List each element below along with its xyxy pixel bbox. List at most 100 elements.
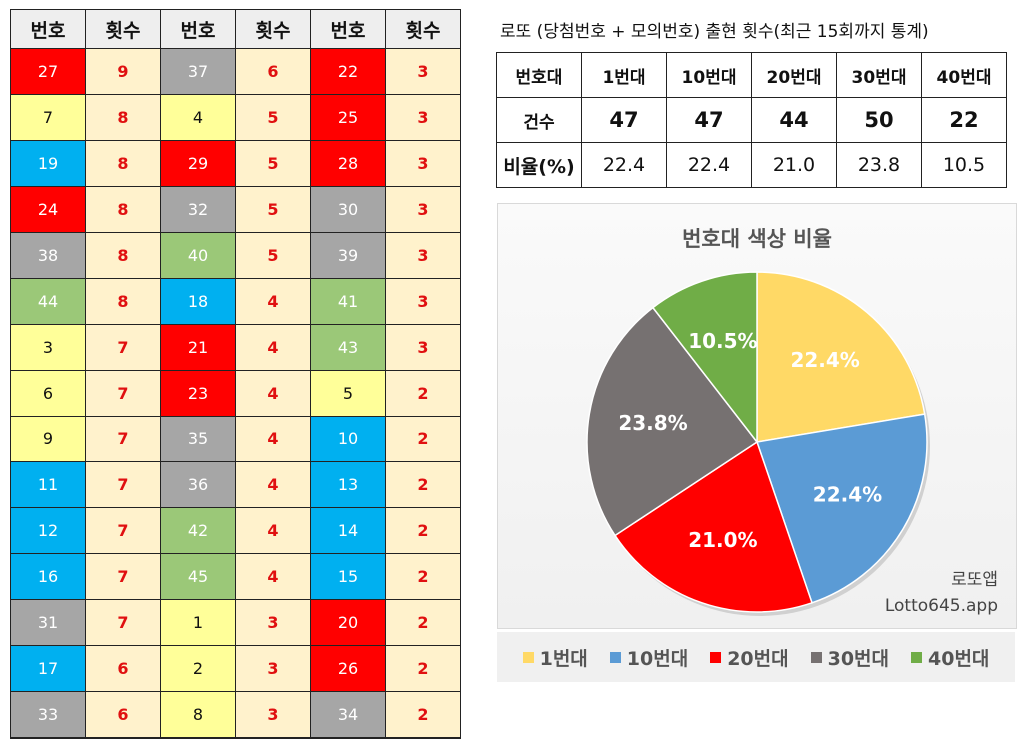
table-row: 3 7 21 4 43 3: [10, 323, 461, 371]
header-number: 번호: [10, 9, 86, 49]
table-row: 17 6 2 3 26 2: [10, 645, 461, 693]
stats-row-header: 비율(%): [496, 142, 582, 188]
count-cell: 3: [385, 48, 461, 95]
count-cell: 3: [385, 139, 461, 187]
legend-item: 30번대: [810, 644, 889, 671]
legend-swatch: [710, 651, 722, 663]
count-cell: 2: [385, 507, 461, 555]
number-cell: 32: [160, 185, 236, 233]
number-cell: 8: [160, 691, 236, 740]
number-cell: 40: [160, 231, 236, 279]
pie-slice: [756, 271, 926, 443]
legend-label: 30번대: [827, 647, 889, 670]
pie-slice-label: 10.5%: [688, 329, 757, 353]
number-cell: 1: [160, 599, 236, 647]
number-cell: 34: [310, 691, 386, 740]
count-cell: 2: [385, 645, 461, 693]
count-cell: 7: [85, 553, 161, 601]
count-cell: 6: [85, 645, 161, 693]
count-cell: 5: [235, 185, 311, 233]
count-cell: 2: [385, 369, 461, 417]
stats-column-header: 30번대: [836, 52, 922, 98]
number-cell: 2: [160, 645, 236, 693]
number-cell: 22: [310, 48, 386, 95]
number-cell: 39: [310, 231, 386, 279]
legend-swatch: [609, 651, 621, 663]
stats-count-cell: 50: [836, 97, 922, 143]
count-cell: 8: [85, 139, 161, 187]
number-cell: 7: [10, 93, 86, 141]
stats-count-cell: 22: [921, 97, 1007, 143]
count-cell: 8: [85, 231, 161, 279]
header-number: 번호: [310, 9, 386, 49]
number-cell: 6: [10, 369, 86, 417]
count-cell: 2: [385, 599, 461, 647]
count-cell: 7: [85, 323, 161, 371]
count-cell: 7: [85, 415, 161, 463]
stats-header-row: 번호대 1번대 10번대 20번대 30번대 40번대: [496, 52, 1007, 98]
number-cell: 9: [10, 415, 86, 463]
stats-row-header: 건수: [496, 97, 582, 143]
stats-column-header: 10번대: [666, 52, 752, 98]
count-cell: 3: [385, 185, 461, 233]
stats-column-header: 40번대: [921, 52, 1007, 98]
legend-item: 40번대: [911, 644, 989, 671]
count-cell: 2: [385, 691, 461, 740]
count-cell: 2: [385, 461, 461, 509]
header-count: 횟수: [385, 9, 461, 49]
pie-slice: [586, 306, 759, 537]
count-cell: 4: [235, 323, 311, 371]
count-cell: 3: [385, 323, 461, 371]
pie-slice-label: 21.0%: [688, 528, 757, 552]
legend-label: 40번대: [928, 647, 990, 670]
number-cell: 10: [310, 415, 386, 463]
number-cell: 20: [310, 599, 386, 647]
number-cell: 30: [310, 185, 386, 233]
count-cell: 3: [385, 93, 461, 141]
count-cell: 8: [85, 93, 161, 141]
count-cell: 5: [235, 93, 311, 141]
table-row: 38 8 40 5 39 3: [10, 231, 461, 279]
stats-title: 로또 (당첨번호 + 모의번호) 출현 횟수(최근 15회까지 통계): [500, 22, 929, 42]
stats-count-cell: 47: [581, 97, 667, 143]
table-header-row: 번호 횟수 번호 횟수 번호 횟수: [10, 9, 461, 49]
number-cell: 17: [10, 645, 86, 693]
number-cell: 33: [10, 691, 86, 740]
number-cell: 3: [10, 323, 86, 371]
number-cell: 37: [160, 48, 236, 95]
stats-count-cell: 47: [666, 97, 752, 143]
count-cell: 2: [385, 553, 461, 601]
number-cell: 45: [160, 553, 236, 601]
table-row: 27 9 37 6 22 3: [10, 48, 461, 95]
watermark-app-name: 로또앱: [951, 570, 998, 590]
pie-chart: 22.4% 22.4% 21.0% 23.8% 10.5%: [586, 271, 930, 616]
table-row: 16 7 45 4 15 2: [10, 553, 461, 601]
table-row: 33 6 8 3 34 2: [10, 691, 461, 740]
count-cell: 7: [85, 507, 161, 555]
stats-count-cell: 44: [751, 97, 837, 143]
number-cell: 31: [10, 599, 86, 647]
count-cell: 5: [235, 231, 311, 279]
legend-swatch: [911, 651, 922, 663]
number-cell: 27: [10, 48, 86, 95]
count-cell: 3: [385, 231, 461, 279]
number-cell: 18: [160, 277, 236, 325]
number-cell: 12: [10, 507, 86, 555]
header-count: 횟수: [85, 9, 161, 49]
number-cell: 26: [310, 645, 386, 693]
legend-label: 20번대: [727, 647, 789, 670]
number-cell: 44: [10, 277, 86, 325]
stats-row-header: 번호대: [496, 52, 582, 98]
pie-slice-label: 22.4%: [813, 483, 882, 507]
number-cell: 38: [10, 231, 86, 279]
legend-item: 20번대: [710, 644, 789, 671]
number-cell: 35: [160, 415, 236, 463]
pie-slice: [756, 413, 928, 604]
count-cell: 3: [385, 277, 461, 325]
range-stats-table: 번호대 1번대 10번대 20번대 30번대 40번대 건수 47 47 44 …: [496, 52, 1007, 188]
number-cell: 41: [310, 277, 386, 325]
legend-swatch: [810, 651, 822, 663]
pie-slice: [613, 440, 813, 613]
legend-label: 10번대: [626, 647, 689, 670]
header-count: 횟수: [235, 9, 311, 49]
